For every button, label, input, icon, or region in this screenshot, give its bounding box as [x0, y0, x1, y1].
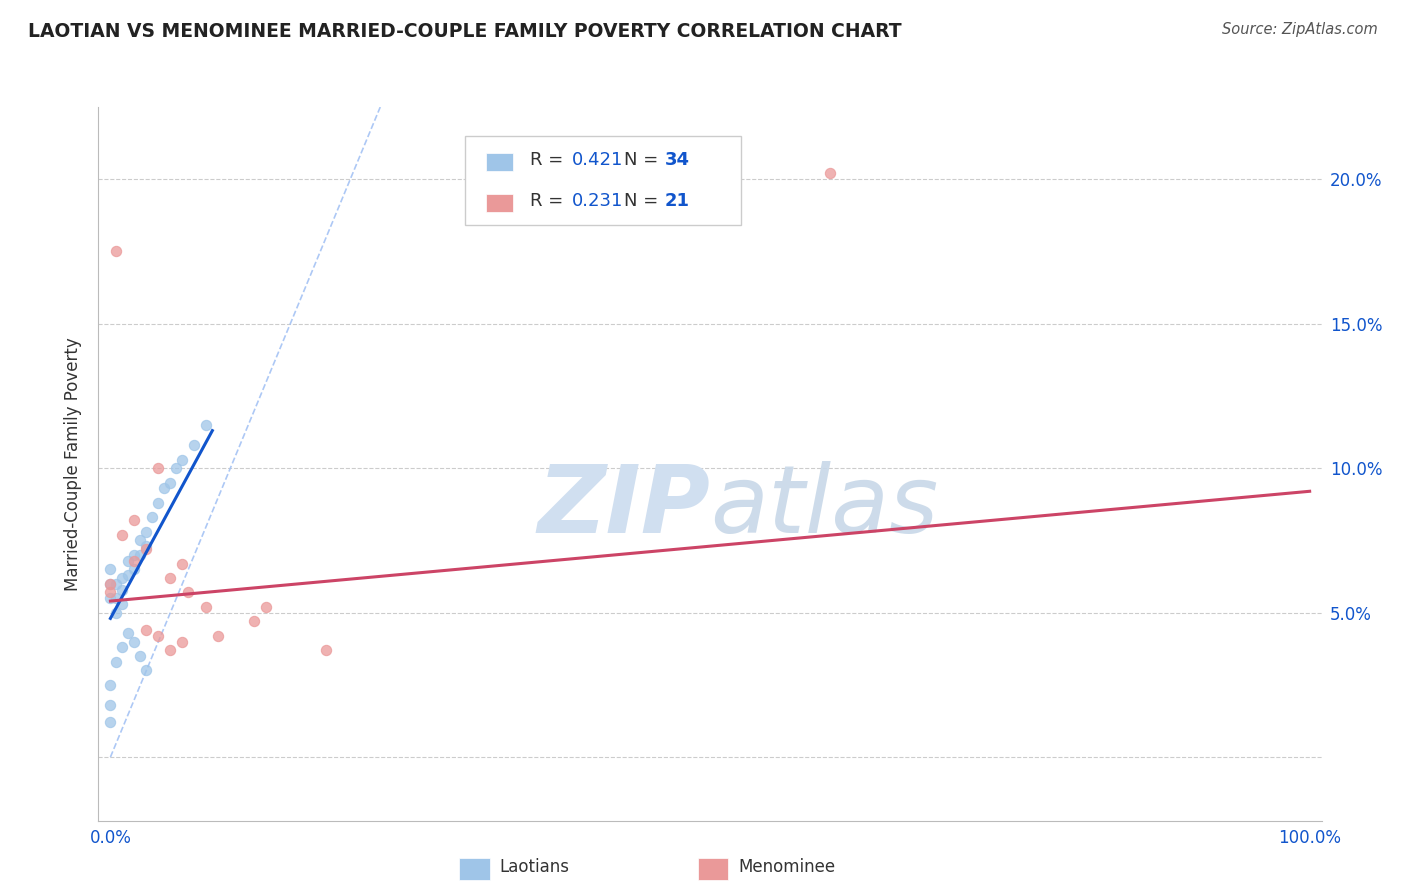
- Point: [100, 576, 122, 591]
- Point: [105, 655, 128, 669]
- Bar: [460, 858, 489, 880]
- Point: [117, 568, 139, 582]
- Point: [818, 166, 841, 180]
- Point: [148, 496, 170, 510]
- Point: [135, 623, 157, 637]
- Text: 21: 21: [665, 192, 690, 210]
- Point: [135, 539, 157, 553]
- Point: [129, 648, 152, 663]
- Text: LAOTIAN VS MENOMINEE MARRIED-COUPLE FAMILY POVERTY CORRELATION CHART: LAOTIAN VS MENOMINEE MARRIED-COUPLE FAMI…: [28, 22, 901, 41]
- Point: [105, 244, 128, 259]
- Y-axis label: Married-Couple Family Poverty: Married-Couple Family Poverty: [65, 337, 83, 591]
- Point: [105, 576, 128, 591]
- Bar: [486, 153, 513, 171]
- Text: ZIP: ZIP: [537, 460, 710, 553]
- Point: [117, 554, 139, 568]
- Point: [135, 664, 157, 678]
- Point: [100, 591, 122, 606]
- Point: [117, 625, 139, 640]
- Point: [111, 640, 134, 655]
- Point: [129, 533, 152, 548]
- Point: [177, 585, 200, 599]
- Point: [159, 571, 181, 585]
- Point: [165, 461, 187, 475]
- Text: R =: R =: [530, 192, 569, 210]
- Point: [207, 629, 229, 643]
- Point: [100, 576, 122, 591]
- Point: [183, 438, 205, 452]
- Point: [135, 524, 157, 539]
- Point: [100, 678, 122, 692]
- Point: [159, 475, 181, 490]
- Point: [315, 643, 337, 657]
- Point: [153, 482, 176, 496]
- Point: [100, 562, 122, 576]
- Text: 34: 34: [665, 151, 690, 169]
- Point: [100, 715, 122, 730]
- Bar: [486, 194, 513, 212]
- Text: Laotians: Laotians: [499, 858, 569, 876]
- Point: [148, 461, 170, 475]
- Point: [124, 513, 146, 527]
- Text: 0.421: 0.421: [572, 151, 623, 169]
- Point: [129, 548, 152, 562]
- Point: [111, 571, 134, 585]
- Point: [195, 417, 218, 432]
- Text: Source: ZipAtlas.com: Source: ZipAtlas.com: [1222, 22, 1378, 37]
- Point: [100, 585, 122, 599]
- Point: [111, 597, 134, 611]
- Point: [111, 527, 134, 541]
- Point: [105, 606, 128, 620]
- Text: N =: N =: [624, 151, 665, 169]
- Text: R =: R =: [530, 151, 569, 169]
- Point: [124, 634, 146, 648]
- Text: Menominee: Menominee: [738, 858, 835, 876]
- Point: [124, 562, 146, 576]
- Point: [254, 599, 277, 614]
- FancyBboxPatch shape: [465, 136, 741, 225]
- Point: [243, 615, 266, 629]
- Point: [159, 643, 181, 657]
- Point: [172, 452, 194, 467]
- Point: [172, 634, 194, 648]
- Point: [111, 582, 134, 597]
- Point: [141, 510, 163, 524]
- Point: [135, 542, 157, 557]
- Text: 0.231: 0.231: [572, 192, 623, 210]
- Point: [124, 554, 146, 568]
- Point: [100, 698, 122, 712]
- Point: [172, 557, 194, 571]
- Text: atlas: atlas: [710, 461, 938, 552]
- Text: N =: N =: [624, 192, 665, 210]
- Point: [105, 591, 128, 606]
- Point: [148, 629, 170, 643]
- Point: [195, 599, 218, 614]
- Point: [124, 548, 146, 562]
- Bar: [697, 858, 728, 880]
